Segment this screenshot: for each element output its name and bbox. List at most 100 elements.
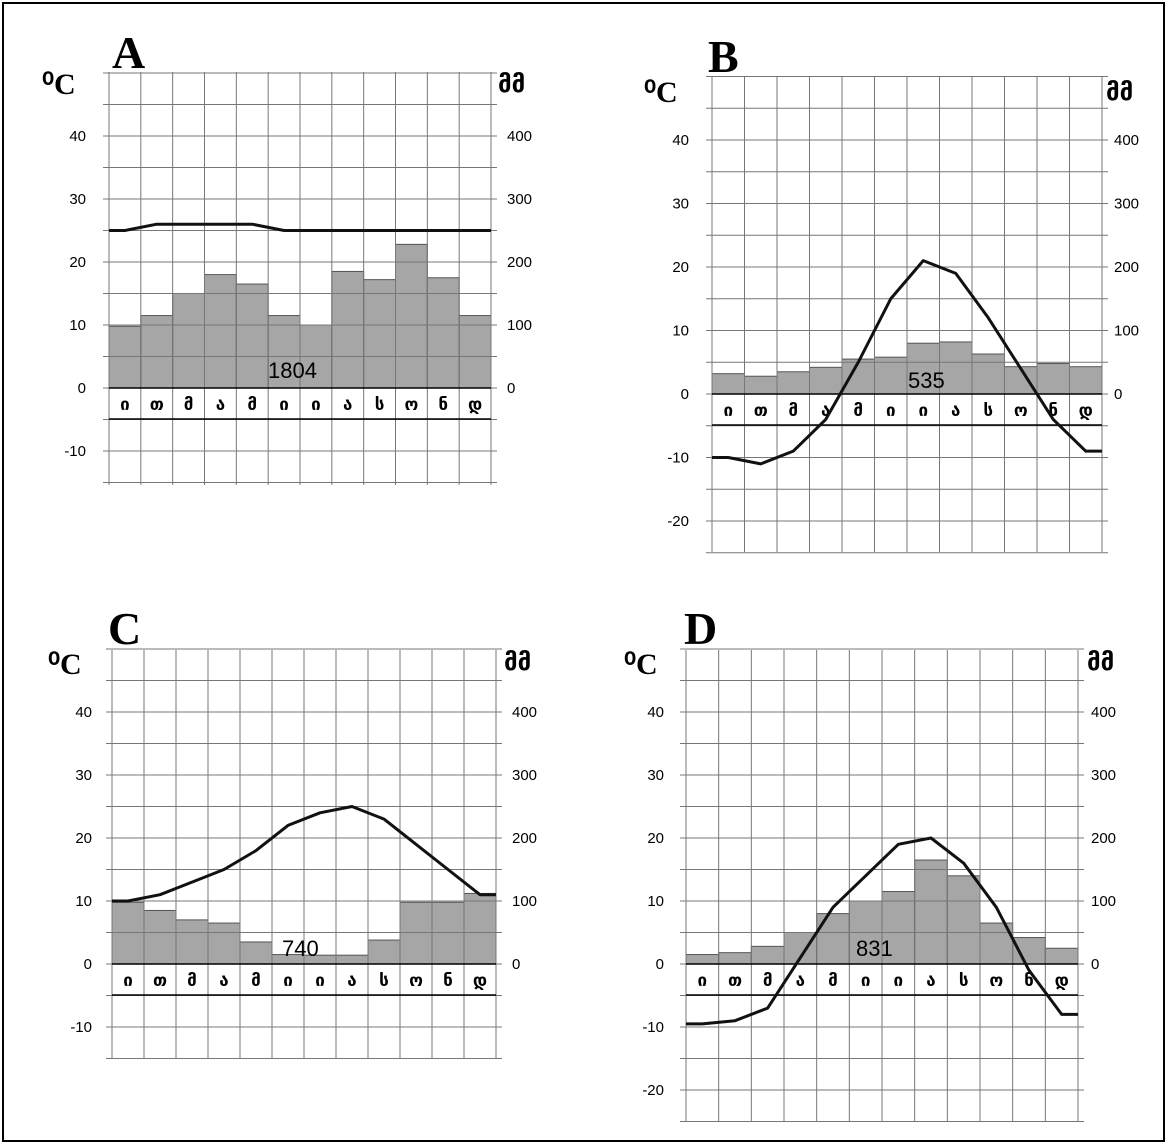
left-axis-tick-label: 20: [69, 254, 86, 271]
month-label: თ: [754, 401, 768, 421]
month-label: მ: [828, 971, 838, 991]
right-axis-tick-label: 400: [1091, 704, 1116, 721]
month-label: მ: [187, 971, 197, 991]
left-axis-tick-label: -20: [642, 1082, 664, 1099]
precipitation-bar: [458, 315, 492, 389]
left-axis-unit: ⁰C: [624, 648, 658, 681]
left-axis-tick-label: -10: [667, 450, 689, 467]
precipitation-bar: [143, 909, 177, 965]
panel-label: A: [112, 27, 145, 78]
month-label: ა: [347, 971, 356, 991]
month-label: ი: [886, 401, 896, 421]
month-label: ნ: [1048, 401, 1058, 421]
right-axis-unit: მმ: [1106, 78, 1133, 106]
month-label: ა: [926, 971, 935, 991]
month-label: დ: [468, 395, 482, 415]
precipitation-bar: [108, 325, 142, 389]
left-axis-tick-label: 30: [647, 767, 664, 784]
precipitation-bar: [175, 919, 209, 965]
month-label: ა: [219, 971, 228, 991]
precipitation-bar: [363, 279, 396, 389]
precipitation-bar: [207, 922, 241, 965]
month-label: მ: [788, 401, 798, 421]
month-label: დ: [1055, 971, 1069, 991]
month-label: ს: [959, 971, 969, 991]
month-label: მ: [853, 401, 863, 421]
month-label: თ: [150, 395, 164, 415]
month-label: ი: [315, 971, 325, 991]
month-label: ი: [861, 971, 871, 991]
temperature-line: [686, 836, 1078, 1026]
left-axis-tick-label: 40: [75, 704, 92, 721]
right-axis-tick-label: 100: [1114, 323, 1139, 340]
left-axis-tick-label: 10: [672, 323, 689, 340]
left-axis-tick-label: 40: [672, 132, 689, 149]
left-axis-tick-label: 20: [672, 259, 689, 276]
climate-chart-a: ი თ მ ა მ ი ი ა ს ო ნ დ403020100-104003002001000A⁰C…: [42, 27, 532, 485]
month-label: ს: [379, 971, 389, 991]
right-axis-tick-label: 400: [512, 704, 537, 721]
left-axis-unit: ⁰C: [644, 76, 678, 109]
right-axis-tick-label: 300: [512, 767, 537, 784]
temperature-line: [109, 222, 491, 232]
left-axis-tick-label: 20: [647, 830, 664, 847]
month-label: ა: [216, 395, 225, 415]
right-axis-unit: მმ: [498, 70, 525, 98]
precipitation-bar: [426, 277, 460, 389]
left-axis-tick-label: 40: [647, 704, 664, 721]
right-axis-tick-label: 0: [1091, 956, 1099, 973]
month-label: ო: [404, 395, 418, 415]
right-axis-tick-label: 300: [1114, 196, 1139, 213]
left-axis-tick-label: 0: [656, 956, 664, 973]
precipitation-bar: [239, 941, 273, 965]
left-axis-tick-label: 30: [672, 196, 689, 213]
climate-chart-d: ი თ მ ა მ ი ი ა ს ო ნ დ403020100-10-204003002001000…: [624, 603, 1116, 1122]
precipitation-bar: [711, 373, 745, 395]
precipitation-bar: [750, 945, 785, 965]
temperature-line: [712, 259, 1102, 466]
climate-chart-b: ი თ მ ა მ ი ი ა ს ო ნ დ403020100-10-204003002001000…: [644, 31, 1139, 554]
precipitation-bar: [431, 901, 465, 965]
right-axis-tick-label: 200: [1091, 830, 1116, 847]
precipitation-bar: [399, 901, 433, 965]
month-label: თ: [153, 971, 167, 991]
precipitation-bar: [809, 366, 843, 395]
month-label: ი: [894, 971, 904, 991]
month-label: ი: [120, 395, 130, 415]
left-axis-tick-label: -10: [64, 443, 86, 460]
month-label: ი: [311, 395, 321, 415]
month-label: ა: [796, 971, 805, 991]
month-label: მ: [184, 395, 194, 415]
right-axis-tick-label: 100: [512, 893, 537, 910]
precipitation-bar: [140, 315, 174, 389]
month-label: ი: [283, 971, 293, 991]
right-axis-tick-label: 400: [1114, 132, 1139, 149]
panel-label: C: [108, 603, 141, 654]
right-axis-tick-label: 200: [512, 830, 537, 847]
month-label: ნ: [438, 395, 448, 415]
precipitation-bar: [939, 341, 973, 395]
right-axis-tick-label: 0: [507, 380, 515, 397]
precipitation-bar: [1069, 366, 1103, 395]
panel-label: D: [684, 603, 717, 654]
month-label: ა: [343, 395, 352, 415]
month-label: მ: [247, 395, 257, 415]
month-label: ი: [123, 971, 133, 991]
precipitation-bar: [776, 371, 810, 395]
precipitation-bar: [971, 353, 1005, 395]
temperature-line: [112, 805, 496, 903]
right-axis-tick-label: 100: [507, 317, 532, 334]
month-label: ო: [409, 971, 423, 991]
right-axis-unit: მმ: [1087, 648, 1114, 676]
month-label: ი: [723, 401, 733, 421]
month-label: ი: [918, 401, 928, 421]
left-axis-unit: ⁰C: [48, 648, 82, 681]
precipitation-bar: [744, 375, 778, 395]
precipitation-bar: [331, 270, 365, 389]
precipitation-bar: [816, 913, 850, 965]
precipitation-bar: [395, 243, 428, 389]
month-label: ნ: [443, 971, 453, 991]
precipitation-bar: [685, 954, 720, 965]
precipitation-bar: [235, 283, 269, 389]
right-axis-tick-label: 200: [1114, 259, 1139, 276]
